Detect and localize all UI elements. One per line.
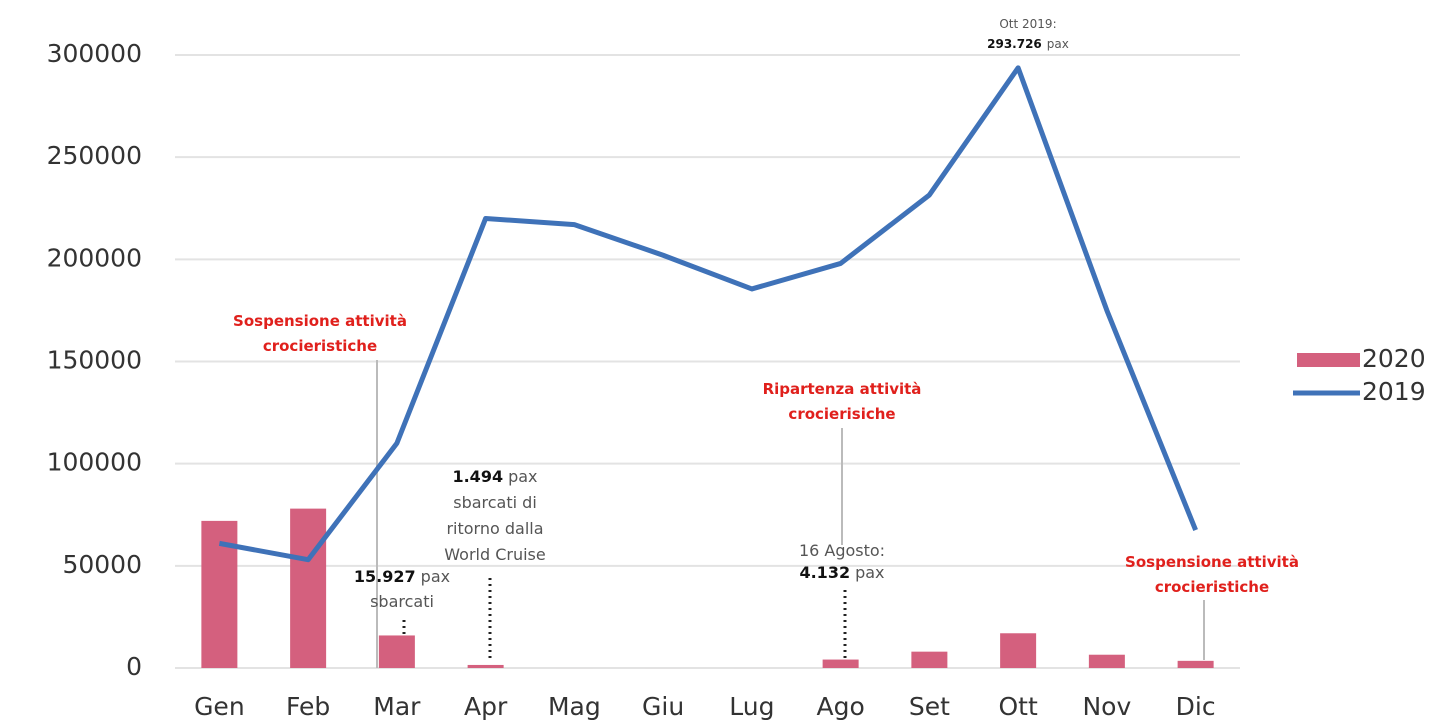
y-tick-label: 300000 [47, 39, 142, 68]
x-tick-label: Lug [729, 692, 774, 721]
annotation-text: 1.494 [452, 467, 503, 486]
annotation-text: crocieristiche [1155, 578, 1269, 596]
bar [1178, 661, 1214, 668]
annotation: 4.132 pax [799, 563, 884, 582]
x-tick-label: Dic [1176, 692, 1216, 721]
annotation: World Cruise [444, 545, 545, 564]
annotation: 293.726 pax [987, 37, 1069, 51]
annotation: crocierisiche [788, 405, 895, 423]
x-tick-label: Set [909, 692, 950, 721]
bar [290, 509, 326, 668]
bar [468, 665, 504, 668]
x-tick-label: Mag [548, 692, 601, 721]
annotation-text: crocieristiche [263, 337, 377, 355]
annotation-text: 293.726 [987, 37, 1042, 51]
annotation: crocieristiche [263, 337, 377, 355]
annotation: crocieristiche [1155, 578, 1269, 596]
bar [823, 660, 859, 668]
annotation-text: Ott 2019: [999, 17, 1056, 31]
annotation-text: Ripartenza attività [763, 380, 922, 398]
legend-label: 2020 [1362, 344, 1426, 373]
bar [379, 635, 415, 668]
annotation-text: Sospensione attività [233, 312, 407, 330]
y-tick-label: 50000 [62, 550, 142, 579]
legend-label: 2019 [1362, 377, 1426, 406]
annotation: 1.494 pax [452, 467, 537, 486]
annotation-text: World Cruise [444, 545, 545, 564]
x-tick-label: Ott [998, 692, 1037, 721]
annotation-text: 16 Agosto: [799, 541, 885, 560]
annotation-text: crocierisiche [788, 405, 895, 423]
bar [201, 521, 237, 668]
y-tick-label: 100000 [47, 448, 142, 477]
annotation: Ripartenza attività [763, 380, 922, 398]
x-tick-label: Feb [286, 692, 330, 721]
annotation: sbarcati di [453, 493, 537, 512]
legend-swatch [1297, 353, 1360, 367]
x-tick-label: Nov [1082, 692, 1131, 721]
annotation-text: pax [421, 567, 450, 586]
bar [1000, 633, 1036, 668]
x-tick-label: Mar [373, 692, 421, 721]
bar [1089, 655, 1125, 668]
annotation: Sospensione attività [1125, 553, 1299, 571]
y-tick-label: 0 [126, 652, 142, 681]
annotation-text: 15.927 [354, 567, 416, 586]
x-tick-label: Ago [816, 692, 864, 721]
annotation-text: pax [1047, 37, 1069, 51]
annotation: sbarcati [370, 592, 434, 611]
annotation: 15.927 pax [354, 567, 450, 586]
annotation-text: pax [855, 563, 884, 582]
annotation-text: sbarcati di [453, 493, 537, 512]
y-tick-label: 250000 [47, 141, 142, 170]
annotation: Sospensione attività [233, 312, 407, 330]
y-tick-label: 200000 [47, 243, 142, 272]
x-tick-label: Gen [194, 692, 245, 721]
annotation-text: 4.132 [799, 563, 850, 582]
annotation: Ott 2019: [999, 17, 1056, 31]
bar [911, 652, 947, 668]
y-tick-label: 150000 [47, 346, 142, 375]
annotation-text: pax [508, 467, 537, 486]
x-tick-label: Giu [642, 692, 684, 721]
annotation-text: Sospensione attività [1125, 553, 1299, 571]
annotation: ritorno dalla [446, 519, 543, 538]
annotation-text: ritorno dalla [446, 519, 543, 538]
x-tick-label: Apr [464, 692, 508, 721]
annotation: 16 Agosto: [799, 541, 885, 560]
annotation-text: sbarcati [370, 592, 434, 611]
